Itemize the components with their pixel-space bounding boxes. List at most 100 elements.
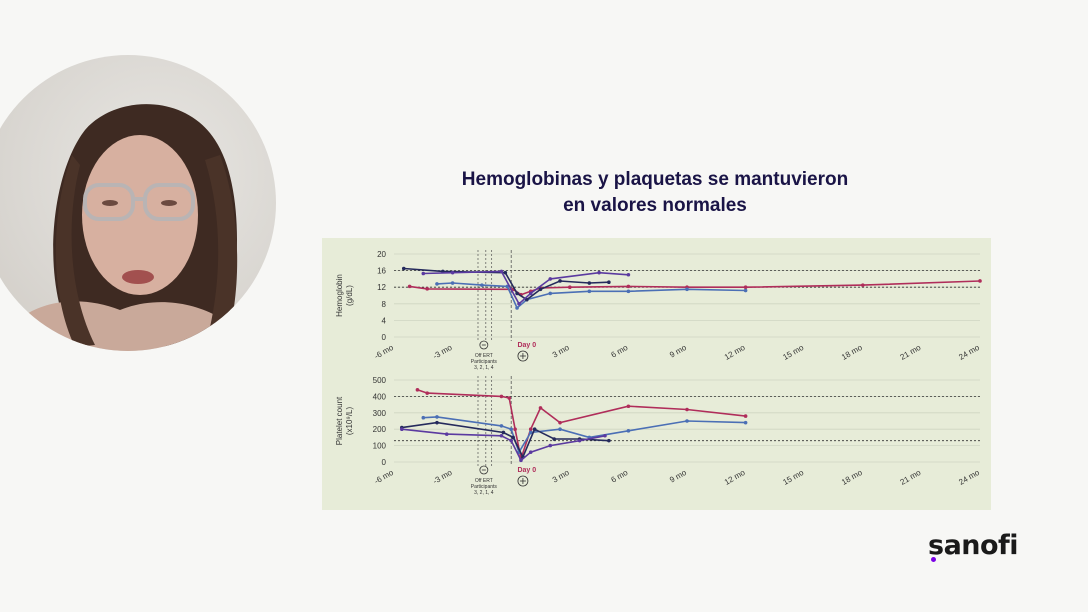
data-point: [548, 291, 553, 296]
y-tick-label: 100: [373, 442, 387, 451]
off-ert-label: Off ERT: [475, 353, 493, 359]
data-point: [552, 437, 556, 441]
series-line: [409, 280, 981, 296]
data-point: [538, 406, 543, 410]
presenter-webcam: [0, 55, 276, 351]
x-tick-label: 18 mo: [840, 468, 864, 487]
data-point: [558, 427, 562, 431]
data-point: [425, 287, 430, 291]
data-point: [507, 396, 512, 400]
data-point: [435, 415, 439, 419]
data-point: [528, 430, 533, 435]
data-point: [421, 415, 426, 420]
x-tick-label: 21 mo: [899, 343, 923, 362]
data-point: [743, 420, 748, 425]
data-point: [548, 277, 553, 281]
x-tick-label: 6 mo: [609, 468, 629, 485]
logo-text: sanofi: [928, 530, 1019, 561]
data-point: [587, 289, 592, 294]
slide-title-line-1: Hemoglobinas y plaquetas se mantuvieron: [461, 169, 849, 190]
data-point: [626, 284, 631, 289]
data-point: [603, 433, 607, 438]
series-line: [423, 270, 629, 306]
y-tick-label: 0: [382, 458, 387, 467]
x-tick-label: 12 mo: [723, 343, 747, 362]
data-point: [685, 419, 689, 423]
off-ert-label: Off ERT: [475, 478, 493, 484]
y-tick-label: 8: [382, 300, 387, 309]
data-point: [509, 438, 513, 443]
x-tick-label: 18 mo: [840, 343, 864, 362]
y-tick-label: 0: [382, 333, 387, 342]
day0-label: Day 0: [517, 342, 536, 349]
data-point: [499, 433, 504, 438]
data-point: [538, 287, 543, 292]
y-tick-label: 16: [377, 267, 386, 276]
x-tick-label: -6 mo: [373, 343, 396, 361]
data-point: [568, 285, 572, 289]
logo-dot-icon: [931, 557, 936, 562]
minus-circle-icon: [479, 465, 489, 475]
x-tick-label: 15 mo: [781, 468, 805, 487]
data-point: [587, 281, 592, 285]
x-tick-label: 9 mo: [668, 343, 688, 360]
data-point: [450, 270, 455, 275]
data-point: [400, 427, 404, 431]
data-point: [401, 266, 406, 271]
data-point: [415, 388, 420, 392]
plus-circle-icon: [517, 475, 529, 487]
data-point: [743, 414, 748, 418]
data-point: [861, 283, 865, 287]
x-tick-label: -6 mo: [373, 468, 396, 486]
x-tick-label: 3 mo: [551, 468, 571, 485]
data-point: [597, 270, 601, 275]
data-point: [513, 427, 517, 431]
data-point: [499, 424, 504, 428]
data-point: [444, 432, 449, 436]
data-point: [626, 404, 631, 409]
x-tick-label: 6 mo: [609, 343, 629, 360]
y-tick-label: 200: [373, 425, 387, 434]
x-tick-label: 15 mo: [781, 343, 805, 362]
data-point: [685, 407, 689, 412]
data-point: [435, 420, 439, 425]
sanofi-logo: sanofi: [928, 530, 1048, 566]
data-point: [978, 279, 982, 283]
x-tick-label: 12 mo: [723, 468, 747, 487]
data-point: [525, 297, 529, 302]
series-line: [417, 389, 746, 462]
data-point: [528, 427, 533, 431]
data-point: [607, 438, 611, 443]
data-point: [501, 430, 506, 435]
data-point: [532, 427, 537, 431]
data-point: [577, 438, 582, 443]
slide-title: Hemoglobinas y plaquetas se mantuvieron …: [380, 167, 930, 219]
presenter-video-icon: [0, 104, 255, 351]
x-tick-label: 9 mo: [668, 468, 688, 485]
x-tick-label: 24 mo: [957, 343, 981, 362]
chart-panel: 0 4 8 12 16 20 -6 mo -3 mo 3 mo 6 mo 9 mo 12 mo 15 m…: [322, 238, 991, 510]
y-tick-label: 400: [373, 392, 387, 401]
data-point: [515, 306, 519, 310]
data-point: [685, 287, 689, 292]
day0-label: Day 0: [517, 467, 536, 474]
x-tick-label: -3 mo: [431, 343, 454, 361]
y-tick-label: 300: [373, 409, 387, 418]
minus-circle-icon: [479, 340, 489, 350]
data-point: [528, 291, 533, 296]
data-point: [499, 269, 504, 274]
x-tick-label: -3 mo: [431, 468, 454, 486]
y-axis-label: (g/dL): [345, 285, 354, 306]
off-ert-label: Participants: [471, 484, 498, 490]
data-point: [511, 435, 515, 440]
data-point: [607, 280, 611, 285]
y-axis-label: (x10⁹/L): [345, 407, 354, 436]
y-tick-label: 4: [382, 316, 387, 325]
data-point: [509, 427, 513, 431]
x-tick-label: 24 mo: [957, 468, 981, 487]
data-point: [515, 291, 519, 296]
data-point: [626, 289, 631, 294]
data-point: [558, 279, 562, 283]
data-point: [519, 458, 523, 463]
y-tick-label: 20: [377, 250, 386, 259]
